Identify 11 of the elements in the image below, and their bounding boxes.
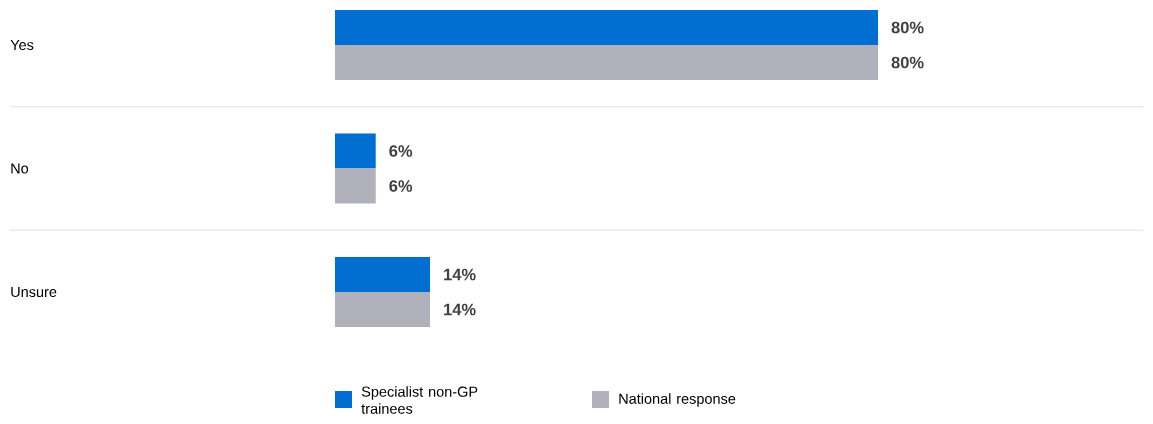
y-tick-label: Unsure (11, 286, 57, 298)
legend-label: Specialist non-GP trainees (361, 386, 478, 414)
legend-label: National response (619, 393, 736, 407)
y-tick-label: Yes (10, 39, 34, 51)
data-label: 6% (389, 145, 413, 157)
data-label: 14% (444, 303, 476, 316)
data-label: 80% (891, 21, 924, 34)
y-tick-label: No (11, 163, 29, 174)
data-label: 14% (444, 268, 476, 281)
data-label: 80% (891, 56, 924, 69)
data-label: 6% (389, 180, 413, 192)
